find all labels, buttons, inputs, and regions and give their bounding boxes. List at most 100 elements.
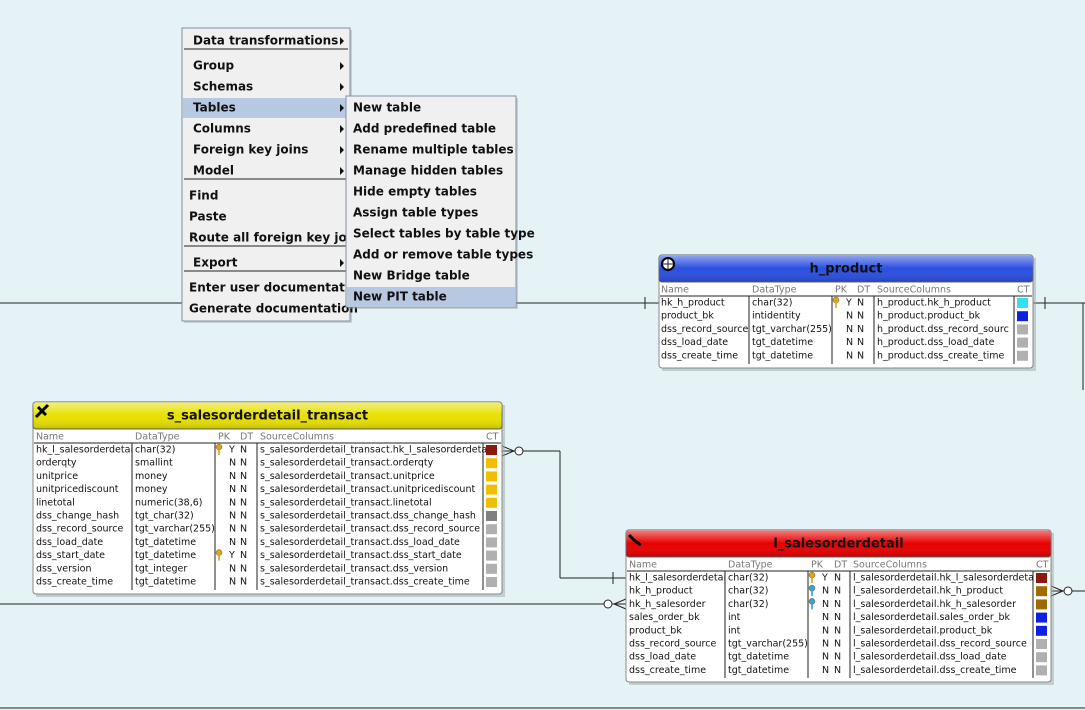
menu-item[interactable]: Model bbox=[193, 164, 234, 178]
table-title: s_salesorderdetail_transact bbox=[167, 409, 368, 424]
cell-source: h_product.product_bk bbox=[877, 311, 981, 322]
column-header: DT bbox=[857, 285, 870, 296]
key-icon bbox=[835, 302, 837, 308]
menu-item[interactable]: Enter user documentation bbox=[189, 281, 366, 295]
menu-item[interactable]: Route all foreign key joins bbox=[189, 231, 366, 245]
cell-name: unitpricediscount bbox=[36, 484, 119, 495]
column-header: DataType bbox=[752, 285, 797, 296]
cell-source: s_salesorderdetail_transact.unitpricedis… bbox=[260, 484, 475, 495]
cell-name: hk_l_salesorderdetai bbox=[629, 573, 726, 584]
cell-type: tgt_datetime bbox=[728, 665, 789, 676]
key-icon bbox=[811, 577, 813, 583]
cell-dt: N bbox=[857, 350, 864, 361]
cell-dt: N bbox=[240, 563, 247, 574]
column-header: Name bbox=[629, 560, 657, 571]
ct-swatch bbox=[1036, 625, 1047, 636]
cell-pk: N bbox=[229, 484, 236, 495]
menu-item[interactable]: Export bbox=[193, 256, 238, 270]
submenu-item[interactable]: Assign table types bbox=[353, 206, 478, 220]
cell-name: dss_create_time bbox=[36, 577, 113, 588]
table[interactable]: s_salesorderdetail_transact Name DataType P… bbox=[32, 401, 505, 597]
cell-pk: N bbox=[229, 458, 236, 469]
cell-pk: N bbox=[846, 324, 853, 335]
ct-swatch bbox=[1036, 612, 1047, 623]
cell-name: hk_h_product bbox=[629, 586, 693, 597]
menu-item[interactable]: Find bbox=[189, 189, 218, 203]
ct-swatch bbox=[1036, 586, 1047, 597]
icon bbox=[34, 403, 50, 419]
cell-dt: N bbox=[834, 612, 841, 623]
submenu-item[interactable]: Rename multiple tables bbox=[353, 143, 514, 157]
cell-pk: Y bbox=[228, 550, 235, 561]
submenu-item[interactable]: Add or remove table types bbox=[353, 248, 533, 262]
cell-dt: N bbox=[240, 484, 247, 495]
submenu-item[interactable]: Manage hidden tables bbox=[353, 164, 503, 178]
submenu-item[interactable]: Select tables by table type bbox=[353, 227, 535, 241]
cell-name: linetotal bbox=[36, 497, 75, 508]
table[interactable]: h_product Name DataType PK DT SourceColumns CT… bbox=[658, 254, 1036, 371]
cell-source: l_salesorderdetail.dss_create_time bbox=[853, 665, 1017, 676]
submenu-arrow bbox=[340, 167, 344, 175]
cell-name: sales_order_bk bbox=[629, 612, 700, 623]
menu-item[interactable]: Tables bbox=[193, 101, 236, 115]
submenu-item[interactable]: Add predefined table bbox=[353, 122, 496, 136]
menu-item[interactable]: Schemas bbox=[193, 80, 253, 94]
ct-swatch bbox=[1017, 337, 1028, 348]
menu-item[interactable]: Paste bbox=[189, 210, 227, 224]
connectors bbox=[0, 297, 1085, 709]
menu-item[interactable]: Foreign key joins bbox=[193, 143, 308, 157]
cell-dt: N bbox=[240, 524, 247, 535]
cell-source: s_salesorderdetail_transact.dss_record_s… bbox=[260, 524, 480, 535]
cell-pk: N bbox=[229, 511, 236, 522]
cell-pk: N bbox=[229, 563, 236, 574]
cell-name: dss_load_date bbox=[661, 337, 728, 348]
submenu-item[interactable]: New Bridge table bbox=[353, 269, 470, 283]
column-header: PK bbox=[218, 432, 231, 443]
submenu-item[interactable]: New table bbox=[353, 101, 421, 115]
cell-source: h_product.dss_create_time bbox=[877, 350, 1005, 361]
submenu-arrow bbox=[340, 62, 344, 70]
table[interactable]: l_salesorderdetail Name DataType PK DT Source… bbox=[625, 529, 1054, 685]
cell-dt: N bbox=[834, 639, 841, 650]
header-gloss bbox=[33, 402, 502, 429]
cell-pk: N bbox=[822, 586, 829, 597]
ct-swatch bbox=[1017, 350, 1028, 361]
ct-swatch bbox=[1017, 311, 1028, 322]
submenu-arrow bbox=[340, 125, 344, 133]
menu-item[interactable]: Group bbox=[193, 59, 235, 73]
cell-source: s_salesorderdetail_transact.linetotal bbox=[260, 497, 432, 508]
cell-type: money bbox=[135, 484, 168, 495]
cell-dt: N bbox=[240, 577, 247, 588]
cell-source: h_product.hk_h_product bbox=[877, 298, 991, 309]
cell-dt: N bbox=[834, 652, 841, 663]
submenu-item[interactable]: Hide empty tables bbox=[353, 185, 477, 199]
cell-type: numeric(38,6) bbox=[135, 497, 202, 508]
key-icon bbox=[811, 603, 813, 610]
submenu-arrow bbox=[340, 146, 344, 154]
submenu-item[interactable]: New PIT table bbox=[353, 290, 447, 304]
cell-dt: N bbox=[834, 586, 841, 597]
cell-source: h_product.dss_load_date bbox=[877, 337, 995, 348]
ct-swatch bbox=[486, 471, 497, 482]
cell-name: dss_load_date bbox=[36, 537, 103, 548]
submenu-arrow bbox=[340, 104, 344, 112]
cell-type: intidentity bbox=[752, 311, 801, 322]
cell-pk: N bbox=[229, 537, 236, 548]
menu-item[interactable]: Columns bbox=[193, 122, 251, 136]
ct-swatch bbox=[486, 563, 497, 574]
cell-type: tgt_datetime bbox=[752, 350, 813, 361]
cell-dt: N bbox=[857, 298, 864, 309]
ct-swatch bbox=[486, 577, 497, 587]
cell-name: product_bk bbox=[629, 625, 682, 636]
column-header: DataType bbox=[135, 432, 180, 443]
header-gloss bbox=[659, 255, 1033, 282]
menu-item[interactable]: Generate documentation bbox=[189, 302, 358, 316]
cell-type: money bbox=[135, 471, 168, 482]
ct-swatch bbox=[486, 458, 497, 469]
cell-source: s_salesorderdetail_transact.dss_change_h… bbox=[260, 511, 476, 522]
cell-pk: N bbox=[822, 625, 829, 636]
column-header: CT bbox=[486, 432, 499, 443]
menu-item[interactable]: Data transformations bbox=[193, 34, 338, 48]
cell-dt: N bbox=[857, 337, 864, 348]
table-title: l_salesorderdetail bbox=[773, 537, 903, 552]
